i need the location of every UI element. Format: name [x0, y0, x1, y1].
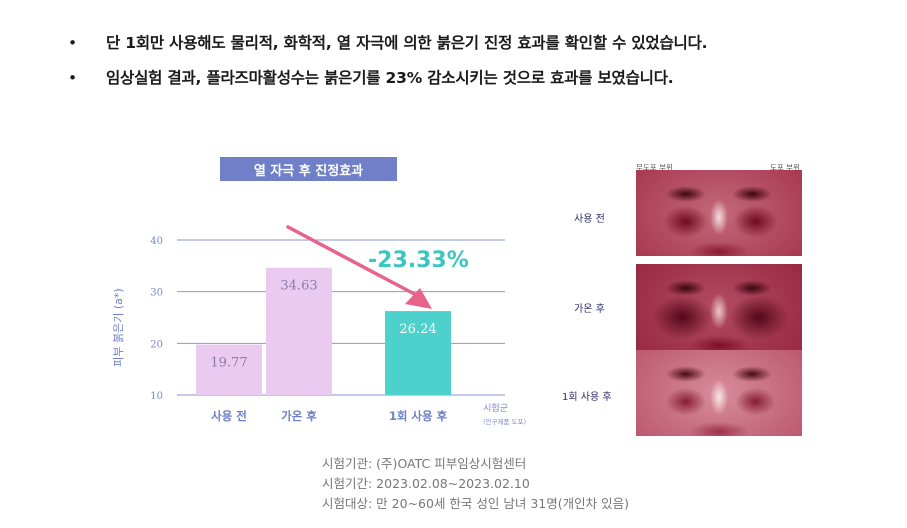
- data-label: 34.63: [280, 279, 317, 294]
- bullet-item-2: • 임상실험 결과, 플라즈마활성수는 붉은기를 23% 감소시키는 것으로 효…: [66, 61, 707, 96]
- face-photo-heated: [636, 264, 802, 350]
- category-label: 가온 후: [281, 409, 317, 423]
- bullet-text: 단 1회만 사용해도 물리적, 화학적, 열 자극에 의한 붉은기 진정 효과를…: [106, 34, 708, 52]
- bar-chart: 10 20 30 40 피부 붉은기 (a*) 19.77 사용 전 34.63 가온 후 26.…: [112, 225, 526, 426]
- y-tick-label: 10: [150, 391, 163, 402]
- bar: [385, 311, 451, 395]
- decrease-arrow-head: [405, 288, 432, 309]
- data-label: 19.77: [210, 356, 247, 371]
- data-label: 26.24: [399, 322, 436, 337]
- bullet-list: • 단 1회만 사용해도 물리적, 화학적, 열 자극에 의한 붉은기 진정 효…: [66, 26, 708, 96]
- y-axis-label: 피부 붉은기 (a*): [112, 288, 125, 366]
- bullet-marker: •: [68, 34, 77, 52]
- face-photo-before: [636, 170, 802, 256]
- study-info: 시험기관: (주)OATC 피부임상시험센터 시험기간: 2023.02.08~…: [322, 454, 629, 514]
- y-tick-label: 20: [150, 339, 163, 350]
- study-subjects: 시험대상: 만 20~60세 한국 성인 남녀 31명(개인차 있음): [322, 496, 629, 511]
- decrease-arrow-line: [286, 225, 422, 299]
- y-tick-label: 40: [150, 236, 163, 247]
- bar: [266, 267, 332, 395]
- y-tick-label: 30: [150, 288, 163, 299]
- face-photo-after: [636, 350, 802, 436]
- category-label: 1회 사용 후: [389, 409, 448, 423]
- treated-area-label: 도포 부위: [770, 163, 800, 172]
- study-institution: 시험기관: (주)OATC 피부임상시험센터: [322, 456, 527, 471]
- face-image: [636, 264, 802, 350]
- untreated-area-label: 무도포 부위: [636, 163, 673, 172]
- face-image: [636, 170, 802, 256]
- bar: [196, 344, 262, 395]
- photo-row-label-before: 사용 전: [574, 214, 605, 225]
- photo-row-label-after: 1회 사용 후: [562, 392, 612, 403]
- chart-title: 열 자극 후 진정효과: [220, 157, 397, 181]
- bullet-item-1: • 단 1회만 사용해도 물리적, 화학적, 열 자극에 의한 붉은기 진정 효…: [66, 26, 708, 61]
- study-period: 시험기간: 2023.02.08~2023.02.10: [322, 476, 530, 491]
- x-axis-label: 시험군: [483, 403, 508, 414]
- photo-row-label-heated: 가온 후: [574, 304, 605, 315]
- decrease-annotation: -23.33%: [368, 248, 469, 273]
- x-axis-note: (안구제품 도포): [483, 417, 526, 426]
- bullet-text: 임상실험 결과, 플라즈마활성수는 붉은기를 23% 감소시키는 것으로 효과를…: [106, 69, 674, 87]
- category-label: 사용 전: [211, 409, 247, 423]
- face-image: [636, 350, 802, 436]
- bullet-marker: •: [68, 69, 77, 87]
